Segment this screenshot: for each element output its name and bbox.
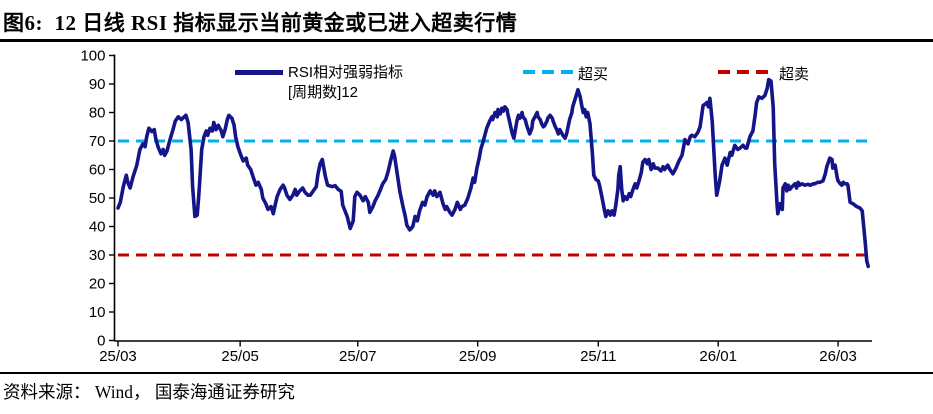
rsi-line-swatch [235,70,283,75]
svg-text:70: 70 [89,133,106,150]
source-divider [0,372,933,374]
legend-rsi-label: RSI相对强弱指标 [288,64,404,81]
svg-text:26/03: 26/03 [819,348,857,365]
title-divider [0,39,933,42]
oversold-line-swatch [718,70,774,74]
svg-text:0: 0 [97,333,105,350]
source-note: 资料来源： Wind， 国泰海通证券研究 [3,382,295,402]
svg-text:25/09: 25/09 [459,348,497,365]
svg-text:50: 50 [89,190,106,207]
svg-text:10: 10 [89,304,106,321]
overbought-line-swatch [523,70,573,74]
figure-title: 图6: 12 日线 RSI 指标显示当前黄金或已进入超卖行情 [3,11,518,35]
svg-text:100: 100 [80,48,105,65]
legend-overbought-label: 超买 [578,66,609,83]
svg-text:26/01: 26/01 [699,348,737,365]
legend-oversold-label: 超卖 [779,66,810,83]
svg-text:25/11: 25/11 [580,348,616,365]
svg-text:30: 30 [89,247,106,264]
svg-text:25/07: 25/07 [339,348,377,365]
legend-item-oversold: 超卖 [718,63,809,84]
svg-text:90: 90 [89,76,106,93]
svg-text:20: 20 [89,276,106,293]
svg-text:25/03: 25/03 [99,348,137,365]
svg-text:80: 80 [89,105,106,122]
svg-text:25/05: 25/05 [221,348,259,365]
legend-item-overbought: 超买 [523,63,608,84]
legend-rsi-sublabel: [周期数]12 [288,83,359,101]
legend-item-rsi: RSI相对强弱指标 [周期数]12 [235,63,403,102]
svg-text:60: 60 [89,162,106,179]
svg-text:40: 40 [89,219,106,236]
